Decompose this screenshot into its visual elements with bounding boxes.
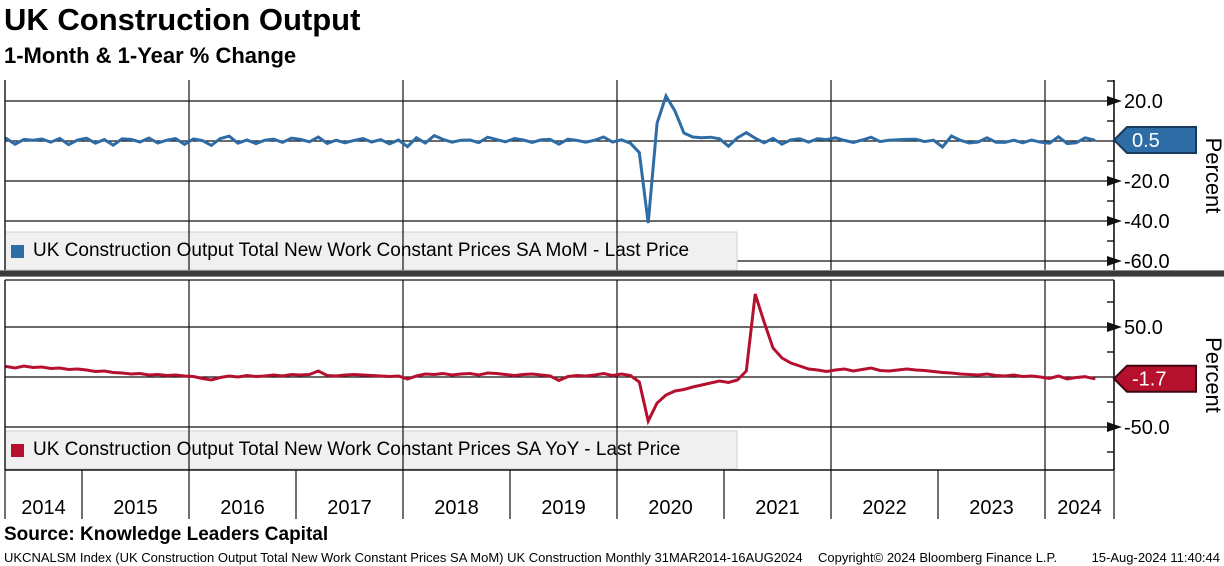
mom-legend-label: UK Construction Output Total New Work Co… bbox=[33, 240, 690, 261]
mom-series-line bbox=[4, 92, 1096, 224]
y-tick-label: -60.0 bbox=[1124, 251, 1170, 273]
page-title: UK Construction Output bbox=[4, 2, 361, 37]
year-label: 2016 bbox=[220, 497, 265, 519]
year-label: 2019 bbox=[541, 497, 586, 519]
year-label: 2020 bbox=[648, 497, 693, 519]
axis-arrow-icon bbox=[1107, 176, 1122, 186]
legend-band bbox=[4, 231, 738, 271]
yoy-series-line bbox=[4, 293, 1096, 426]
axis-arrow-icon bbox=[1107, 216, 1122, 226]
footer-ticker-info: UKCNALSM Index (UK Construction Output T… bbox=[4, 550, 803, 565]
construction-output-chart: 20.0 -20.0 -40.0 -60.0 0.5 Percent 50.0 -50.0 -1… bbox=[4, 80, 1224, 519]
footer-timestamp: 15-Aug-2024 11:40:44 bbox=[1091, 550, 1220, 565]
yoy-legend-label: UK Construction Output Total New Work Co… bbox=[33, 439, 681, 460]
y-tick-label: -20.0 bbox=[1124, 171, 1170, 193]
y-tick-label: 20.0 bbox=[1124, 91, 1163, 113]
y-axis-title: Percent bbox=[1201, 138, 1224, 214]
axis-arrow-icon bbox=[1107, 422, 1122, 432]
mom-legend-swatch-icon bbox=[11, 244, 24, 258]
last-price-value: -1.7 bbox=[1132, 369, 1166, 391]
year-label: 2023 bbox=[969, 497, 1014, 519]
yoy-legend-swatch-icon bbox=[11, 443, 24, 457]
legend-yoy: UK Construction Output Total New Work Co… bbox=[11, 431, 680, 469]
year-label: 2015 bbox=[113, 497, 158, 519]
source-line: Source: Knowledge Leaders Capital bbox=[4, 524, 329, 545]
axis-arrow-icon bbox=[1107, 256, 1122, 266]
year-label: 2021 bbox=[755, 497, 800, 519]
footer-copyright: Copyright© 2024 Bloomberg Finance L.P. bbox=[818, 550, 1058, 565]
year-label: 2017 bbox=[327, 497, 372, 519]
y-tick-label: -40.0 bbox=[1124, 211, 1170, 233]
panel-separator bbox=[0, 270, 1224, 277]
page-subtitle: 1-Month & 1-Year % Change bbox=[4, 43, 297, 68]
year-label: 2018 bbox=[434, 497, 479, 519]
y-axis-title: Percent bbox=[1201, 337, 1224, 413]
yoy-last-price-tag bbox=[1112, 364, 1197, 393]
y-tick-label: -50.0 bbox=[1124, 417, 1170, 439]
y-tick-label: 50.0 bbox=[1124, 317, 1163, 339]
axis-arrow-icon bbox=[1107, 96, 1122, 106]
year-label: 2022 bbox=[862, 497, 907, 519]
year-label: 2014 bbox=[21, 497, 66, 519]
legend-band bbox=[4, 430, 738, 470]
year-label: 2024 bbox=[1057, 497, 1102, 519]
legend-mom: UK Construction Output Total New Work Co… bbox=[11, 232, 689, 270]
axis-arrow-icon bbox=[1107, 322, 1122, 332]
last-price-value: 0.5 bbox=[1132, 130, 1160, 152]
mom-last-price-tag bbox=[1112, 126, 1197, 154]
